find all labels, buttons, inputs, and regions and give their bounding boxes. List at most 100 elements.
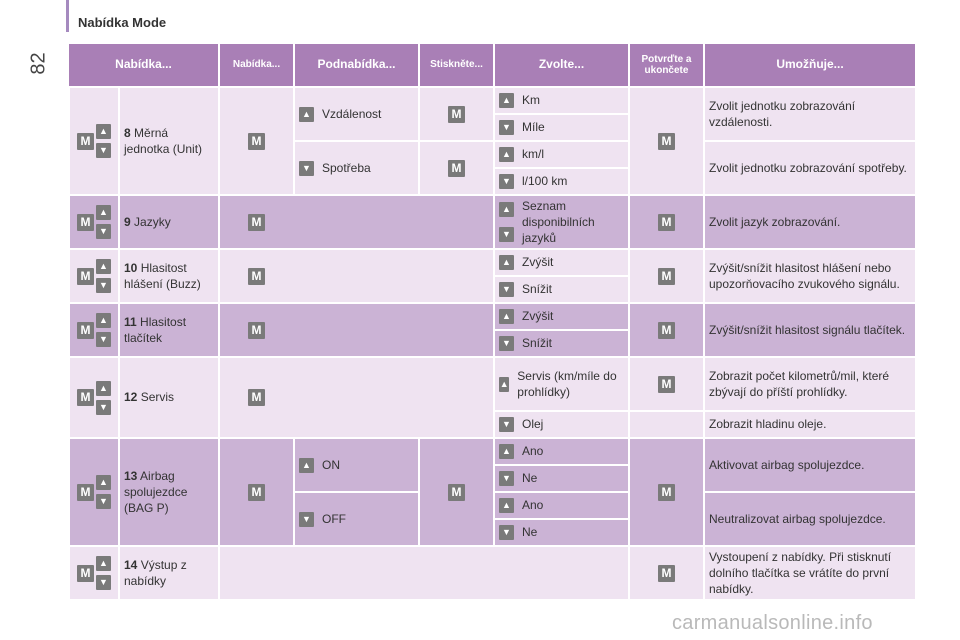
m-confirm-cell-empty xyxy=(628,410,705,439)
arrow-down-icon: ▼ xyxy=(299,511,314,527)
submenu-cell: ▼ OFF xyxy=(293,491,420,547)
arrow-up-icon: ▲ xyxy=(499,93,514,108)
choice-label: Ne xyxy=(522,471,538,486)
choice-cell: ▼ Olej xyxy=(493,410,630,439)
arrow-up-icon: ▲ xyxy=(96,556,111,571)
arrow-down-icon: ▼ xyxy=(499,120,514,135)
m-button-icon: M xyxy=(448,105,465,123)
table-row: ▼ Snížit xyxy=(69,275,916,304)
description-cell: Zvýšit/snížit hlasitost hlášení nebo upo… xyxy=(703,248,917,304)
choice-label: Snížit xyxy=(522,336,553,351)
m-button-icon: M xyxy=(248,321,265,339)
table-row: ▼ Spotřeba M ▲ km/l Zvolit jednotku zobraz… xyxy=(69,140,917,196)
submenu-label: ON xyxy=(322,457,340,472)
m-button-icon: M xyxy=(658,132,675,150)
up-down-m-buttons: M ▲ ▼ xyxy=(77,313,111,347)
choice-cell: ▼ l/100 km xyxy=(493,167,630,196)
menu-label-cell: 11 Hlasitost tlačítek xyxy=(118,302,220,358)
sidebar-rule xyxy=(66,0,69,32)
table-row: M ▲ ▼ 12 Servis M ▲ Servis (km/míle do pr… xyxy=(68,356,917,439)
m-button-icon: M xyxy=(248,213,265,231)
up-down-m-buttons: M ▲ ▼ xyxy=(77,380,111,415)
arrow-up-icon: ▲ xyxy=(299,457,314,473)
m-confirm-cell: M xyxy=(628,302,705,358)
menu-label: Servis xyxy=(140,390,175,405)
choice-label: km/l xyxy=(522,147,544,162)
menu-label-cell: 8 Měrná jednotka (Unit) xyxy=(118,86,220,196)
menu-label-cell: 10 Hlasitost hlášení (Buzz) xyxy=(118,248,220,304)
m-press-cell: M xyxy=(218,194,495,250)
arrow-up-icon: ▲ xyxy=(499,498,514,513)
m-button-icon: M xyxy=(658,483,675,501)
m-button-icon: M xyxy=(658,213,675,231)
choice-label: Ano xyxy=(522,498,544,513)
section-title: Nabídka Mode xyxy=(78,15,167,30)
table-row: M ▲ ▼ 9 Jazyky M ▲ ▼ Seznam disponibilníc… xyxy=(68,194,917,250)
table-row: ▼ l/100 km xyxy=(69,167,916,196)
arrow-down-icon: ▼ xyxy=(96,399,111,415)
m-button-icon: M xyxy=(448,159,465,177)
choice-cell: ▲ Ano xyxy=(493,491,630,520)
choice-label: Olej xyxy=(522,417,544,432)
table-row: M ▲ ▼ 14 Výstup z nabídky M Vystoupení z… xyxy=(68,545,917,601)
table-row: ▼ Snížit xyxy=(69,329,916,358)
header-choose: Zvolte... xyxy=(494,44,630,87)
description-cell: Neutralizovat airbag spolujezdce. xyxy=(703,491,917,547)
mode-menu-table: Nabídka... Nabídka... Podnabídka... Stis… xyxy=(68,44,917,601)
m-confirm-cell: M xyxy=(628,545,705,601)
description-cell: Zvolit jazyk zobrazování. xyxy=(703,194,917,250)
description-cell: Aktivovat airbag spolujezdce. xyxy=(703,437,917,493)
arrow-up-icon: ▲ xyxy=(499,444,514,459)
m-button-icon: M xyxy=(77,483,94,501)
header-menu1: Nabídka... xyxy=(69,44,220,87)
arrow-up-icon: ▲ xyxy=(96,124,111,139)
menu-label: Hlasitost hlášení (Buzz) xyxy=(124,260,201,291)
choice-cell: ▼ Ne xyxy=(493,464,630,493)
m-press-cell: M xyxy=(218,86,295,196)
button-grid-cell: M ▲ ▼ xyxy=(68,302,120,358)
arrow-up-icon: ▲ xyxy=(96,380,111,396)
menu-number: 14 xyxy=(124,557,138,572)
m-confirm-cell: M xyxy=(628,194,705,250)
button-grid-cell: M ▲ ▼ xyxy=(68,437,120,547)
header-press: Stiskněte... xyxy=(419,44,495,87)
menu-number: 11 xyxy=(124,314,137,329)
arrow-up-icon: ▲ xyxy=(499,255,514,270)
choice-label: Servis (km/míle do prohlídky) xyxy=(517,368,617,399)
choice-cell: ▲ Km xyxy=(493,86,630,115)
menu-label-cell: 12 Servis xyxy=(118,356,220,439)
m-button-icon: M xyxy=(77,321,94,339)
table-row: ▼ OFF ▲ Ano Neutralizovat airbag spolujezd… xyxy=(69,491,917,547)
header-allows: Umožňuje... xyxy=(704,44,917,87)
arrow-down-icon: ▼ xyxy=(96,575,111,590)
table-row: M ▲ ▼ 13 Airbag spolujezdce (BAG P) M ▲ O… xyxy=(68,437,917,547)
m-button-icon: M xyxy=(248,389,265,406)
submenu-cell: ▲ Vzdálenost xyxy=(293,86,420,142)
button-grid-cell: M ▲ ▼ xyxy=(68,248,120,304)
choice-cell: ▲ ▼ Seznam disponibilních jazyků xyxy=(493,194,630,250)
arrow-down-icon: ▼ xyxy=(499,417,514,432)
menu-label: Výstup z nabídky xyxy=(124,557,187,588)
arrow-up-icon: ▲ xyxy=(96,259,111,274)
m-button-icon: M xyxy=(77,132,94,150)
submenu-label: Vzdálenost xyxy=(322,106,382,121)
description-cell: Zvýšit/snížit hlasitost signálu tlačítek… xyxy=(703,302,917,358)
m-button-icon: M xyxy=(77,564,94,582)
table-row: M ▲ ▼ 8 Měrná jednotka (Unit) M ▲ Vzdálen… xyxy=(68,86,917,196)
arrow-down-icon: ▼ xyxy=(499,174,514,189)
arrow-down-icon: ▼ xyxy=(299,160,314,176)
button-grid-cell: M ▲ ▼ xyxy=(68,194,120,250)
choice-cell: ▲ Zvýšit xyxy=(493,302,630,331)
choice-label: Zvýšit xyxy=(522,255,554,270)
page-number: 82 xyxy=(27,52,50,75)
button-grid-cell: M ▲ ▼ xyxy=(68,356,120,439)
menu-number: 9 xyxy=(124,214,131,229)
button-grid-cell: M ▲ ▼ xyxy=(68,86,120,196)
arrow-up-icon: ▲ xyxy=(499,309,514,324)
m-button-icon: M xyxy=(248,483,265,501)
description-cell: Zobrazit počet kilometrů/mil, které zbýv… xyxy=(703,356,917,412)
header-menu2: Nabídka... xyxy=(219,44,295,87)
description-cell: Zvolit jednotku zobrazování spotřeby. xyxy=(703,140,917,196)
m-button-icon: M xyxy=(77,389,94,406)
m-press-cell: M xyxy=(418,437,495,547)
